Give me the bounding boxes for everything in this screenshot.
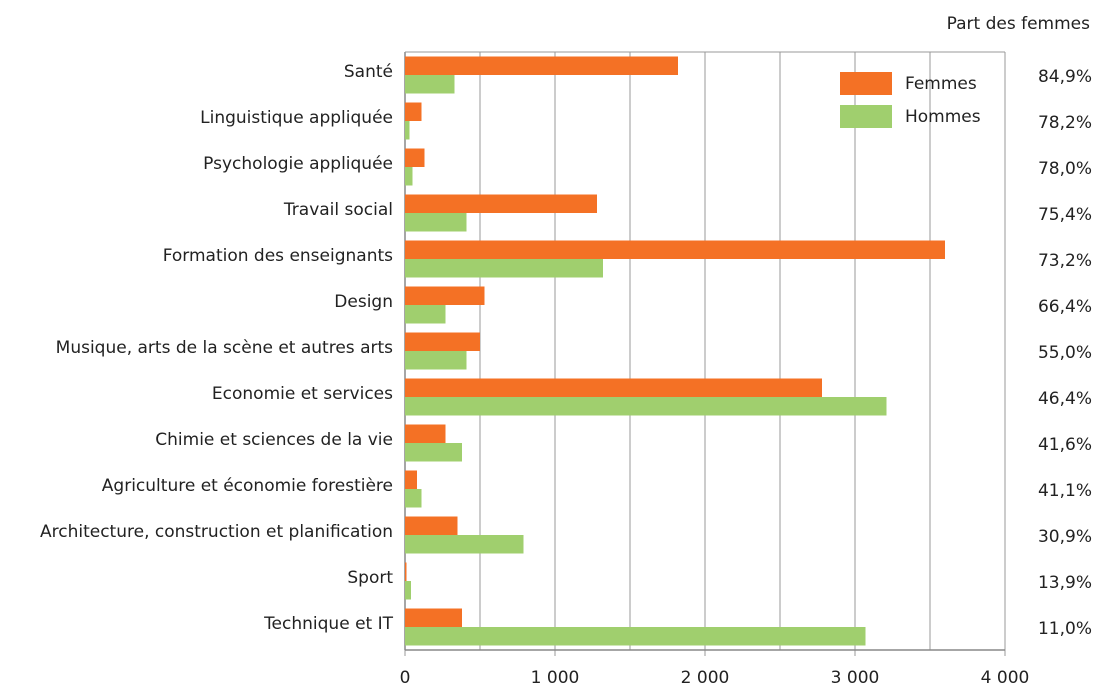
share-label: 84,9% (1038, 67, 1092, 87)
bar (405, 627, 866, 646)
bar (405, 102, 422, 121)
bar (405, 378, 822, 397)
bar (405, 397, 887, 416)
bar (405, 470, 417, 489)
y-tick-label: Agriculture et économie forestière (102, 476, 393, 496)
share-label: 46,4% (1038, 389, 1092, 409)
legend-label: Hommes (905, 107, 981, 127)
share-label: 13,9% (1038, 573, 1092, 593)
share-label: 55,0% (1038, 343, 1092, 363)
bar (405, 424, 446, 443)
share-label: 78,2% (1038, 113, 1092, 133)
bar (405, 259, 603, 278)
share-label: 11,0% (1038, 619, 1092, 639)
bar (405, 332, 480, 351)
x-tick-label: 4 000 (981, 668, 1030, 688)
share-label: 30,9% (1038, 527, 1092, 547)
share-header: Part des femmes (947, 14, 1090, 34)
y-tick-label: Economie et services (212, 384, 393, 404)
bar (405, 213, 467, 232)
share-label: 78,0% (1038, 159, 1092, 179)
share-label: 73,2% (1038, 251, 1092, 271)
y-tick-label: Formation des enseignants (163, 246, 393, 266)
bar (405, 516, 458, 535)
bar (405, 351, 467, 370)
y-tick-label: Santé (344, 62, 393, 82)
x-tick-label: 1 000 (531, 668, 580, 688)
bar (405, 56, 678, 75)
share-label: 41,6% (1038, 435, 1092, 455)
bar (405, 148, 425, 167)
bar (405, 194, 597, 213)
bar (405, 489, 422, 508)
bar (405, 608, 462, 627)
x-tick-label: 3 000 (831, 668, 880, 688)
y-tick-label: Sport (347, 568, 393, 588)
bar (405, 305, 446, 324)
y-tick-label: Design (334, 292, 393, 312)
legend-swatch (840, 72, 892, 95)
y-tick-label: Architecture, construction et planificat… (40, 522, 393, 542)
share-label: 41,1% (1038, 481, 1092, 501)
y-tick-label: Musique, arts de la scène et autres arts (56, 338, 393, 358)
x-tick-label: 0 (400, 668, 411, 688)
bar (405, 535, 524, 554)
bar (405, 562, 407, 581)
y-tick-label: Travail social (283, 200, 393, 220)
y-tick-label: Chimie et sciences de la vie (155, 430, 393, 450)
bar (405, 286, 485, 305)
bar (405, 443, 462, 462)
bar (405, 75, 455, 94)
x-tick-label: 2 000 (681, 668, 730, 688)
bar (405, 240, 945, 259)
y-tick-label: Psychologie appliquée (203, 154, 393, 174)
y-tick-label: Linguistique appliquée (200, 108, 393, 128)
bar (405, 167, 413, 186)
legend-swatch (840, 105, 892, 128)
bar (405, 121, 410, 140)
legend-label: Femmes (905, 74, 977, 94)
bar (405, 581, 411, 600)
share-label: 66,4% (1038, 297, 1092, 317)
share-label: 75,4% (1038, 205, 1092, 225)
y-tick-label: Technique et IT (263, 614, 394, 634)
